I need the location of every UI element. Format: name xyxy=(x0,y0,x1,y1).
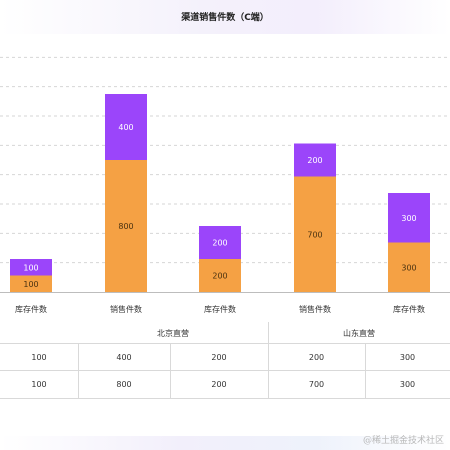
category-label: 销售件数 xyxy=(299,304,331,314)
data-label: 700 xyxy=(307,230,322,239)
column-divider xyxy=(78,344,79,398)
bar-segment[interactable] xyxy=(199,259,241,292)
category-label: 库存件数 xyxy=(15,304,47,314)
table-cell: 200 xyxy=(308,352,325,362)
group-label xyxy=(0,322,78,344)
table-divider xyxy=(0,343,450,344)
data-label: 200 xyxy=(212,272,227,281)
table-row: 100 800 200 700 300 xyxy=(0,370,450,398)
category-axis-row: 库存件数 销售件数 库存件数 销售件数 库存件数 xyxy=(0,296,450,322)
bar-segment[interactable] xyxy=(105,94,147,160)
bar-segment[interactable] xyxy=(199,226,241,259)
table-divider xyxy=(0,398,450,399)
group-axis-row: 北京直营 山东直营 xyxy=(0,322,450,344)
bar-segment[interactable] xyxy=(294,143,336,177)
category-label: 库存件数 xyxy=(204,304,236,314)
column-divider xyxy=(170,344,171,398)
table-divider xyxy=(0,370,450,371)
data-label: 300 xyxy=(401,214,416,223)
bar-segment[interactable] xyxy=(105,160,147,292)
data-label: 800 xyxy=(118,222,133,231)
chart-title: 渠道销售件数（C端） xyxy=(181,13,269,23)
table-cell: 300 xyxy=(399,352,416,362)
bar-segment[interactable] xyxy=(10,259,52,276)
data-label: 200 xyxy=(212,239,227,248)
table-cell: 200 xyxy=(211,379,227,389)
category-label: 库存件数 xyxy=(393,304,425,314)
data-label: 200 xyxy=(307,156,322,165)
data-label: 400 xyxy=(118,123,133,132)
table-cell: 400 xyxy=(116,352,132,362)
group-label: 北京直营 xyxy=(157,328,189,338)
data-label: 300 xyxy=(401,263,416,272)
watermark: @稀土掘金技术社区 xyxy=(362,436,444,446)
bar-segment[interactable] xyxy=(388,193,430,243)
table-cell: 800 xyxy=(116,379,132,389)
data-label: 100 xyxy=(23,263,38,272)
table-cell: 300 xyxy=(399,379,416,389)
bar-segment[interactable] xyxy=(10,275,52,293)
axis-baseline xyxy=(0,292,450,293)
bar-segment[interactable] xyxy=(388,242,430,293)
table-cell: 100 xyxy=(31,352,47,362)
table-cell: 200 xyxy=(211,352,227,362)
stacked-bar-chart: 100 100 800 400 200 200 700 200 300 300 xyxy=(0,56,450,293)
table-cell: 700 xyxy=(308,379,325,389)
group-divider xyxy=(268,322,269,398)
group-label: 山东直营 xyxy=(343,328,375,338)
data-label: 100 xyxy=(23,280,38,289)
column-divider xyxy=(365,344,366,398)
table-row: 100 400 200 200 300 xyxy=(0,344,450,370)
bar-segment[interactable] xyxy=(294,176,336,293)
footer-band xyxy=(0,436,450,450)
table-cell: 100 xyxy=(31,379,47,389)
title-band xyxy=(0,0,450,34)
category-label: 销售件数 xyxy=(110,304,142,314)
